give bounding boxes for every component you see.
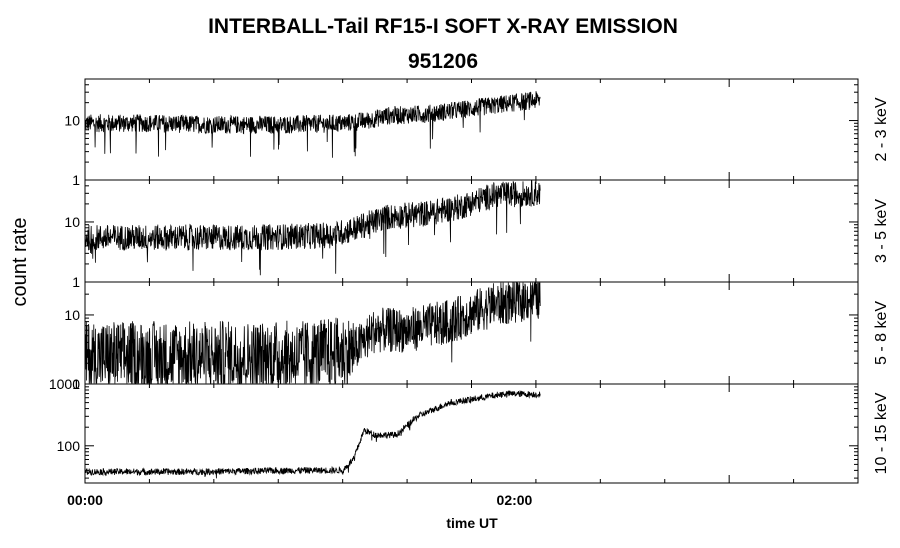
y-tick-label: 1 [72, 274, 80, 290]
y-tick-label: 1000 [49, 376, 80, 392]
series-line [84, 282, 541, 385]
y-tick-label: 1 [72, 172, 80, 188]
y-tick-label: 10 [64, 307, 80, 323]
panel-energy-label: 5 - 8 keV [873, 301, 890, 365]
series-line [84, 91, 541, 158]
panel-energy-label: 3 - 5 keV [873, 199, 890, 263]
series-line [84, 180, 541, 276]
x-axis-label: time UT [446, 515, 498, 531]
y-tick-label: 10 [64, 214, 80, 230]
series-line [84, 389, 541, 479]
panel-energy-label: 2 - 3 keV [873, 97, 890, 161]
y-tick-label: 100 [57, 438, 81, 454]
y-axis-label: count rate [9, 218, 31, 307]
y-tick-label: 1 [72, 376, 80, 392]
x-tick-label: 02:00 [497, 492, 533, 508]
panel-energy-label: 10 - 15 keV [873, 392, 890, 474]
x-tick-label: 00:00 [67, 492, 103, 508]
chart-title: INTERBALL-Tail RF15-I SOFT X-RAY EMISSIO… [208, 15, 678, 38]
chart-subtitle: 951206 [408, 50, 478, 73]
y-tick-label: 10 [64, 113, 80, 129]
